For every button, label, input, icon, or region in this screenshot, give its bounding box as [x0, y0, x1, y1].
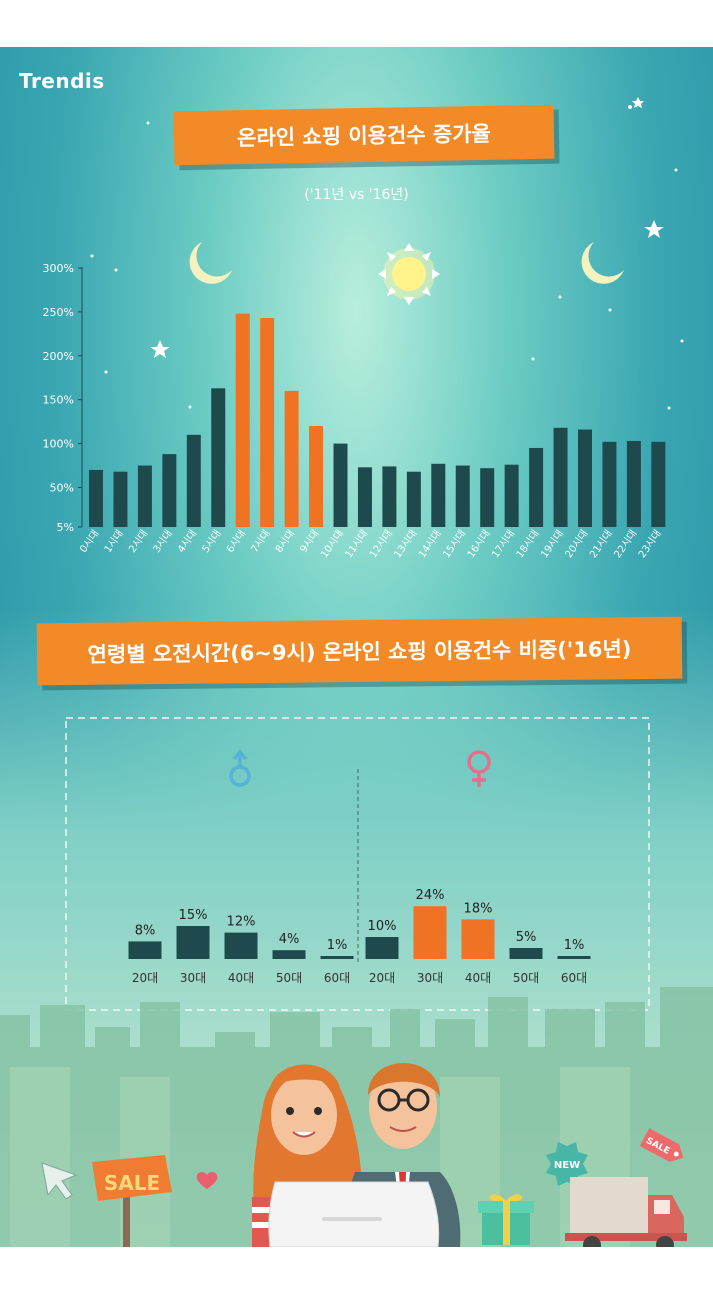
moon-left-icon — [189, 242, 232, 284]
hourly-bar — [211, 388, 226, 527]
hourly-bar — [480, 468, 495, 527]
bar-value-label: 15% — [179, 908, 208, 923]
age-category-label: 20대 — [132, 971, 158, 985]
hourly-bar — [455, 465, 470, 527]
age-category-label: 50대 — [513, 971, 539, 985]
hourly-growth-chart: 300%250%200%150%100%50%5% 0시대 1시대 2시대 3시대 4시… — [43, 262, 666, 560]
sky-decoration — [90, 97, 684, 410]
age-category-label: 30대 — [180, 971, 206, 985]
hourly-bar — [260, 318, 275, 527]
hourly-bar — [162, 454, 177, 527]
age-category-label: 30대 — [417, 971, 443, 985]
y-tick-label: 5% — [57, 521, 74, 534]
hourly-bar — [137, 465, 152, 527]
chart-subtitle: ('11년 vs '16년) — [304, 187, 409, 203]
heart-icon — [196, 1172, 218, 1189]
male-age-bars: 8% 20대 15% 30대 12% 40대 4% 50대 1% 60대 — [128, 908, 354, 985]
hourly-bar — [504, 464, 519, 527]
hourly-bar — [89, 469, 103, 527]
bar-value-label: 18% — [464, 901, 493, 916]
bar-value-label: 24% — [416, 888, 445, 903]
moon-right-icon — [581, 242, 624, 284]
infographic-poster: Trendis 온라인 쇼핑 이용건수 증가율 ('11년 — [0, 47, 713, 1247]
hourly-bar — [113, 471, 128, 527]
y-tick-label: 300% — [43, 262, 74, 275]
age-bar — [365, 937, 399, 959]
hourly-bar — [578, 429, 592, 527]
stars — [90, 97, 684, 410]
y-tick-label: 150% — [43, 394, 74, 407]
brand-logo: Trendis — [19, 69, 105, 93]
hourly-bar — [553, 427, 568, 527]
hourly-bar — [626, 440, 641, 527]
svg-text:SALE: SALE — [104, 1171, 160, 1195]
age-bar — [224, 932, 258, 959]
female-age-bars: 10% 20대 24% 30대 18% 40대 5% 50대 1% 60대 — [365, 888, 591, 985]
hourly-bar — [651, 441, 666, 527]
hourly-bar — [602, 441, 617, 527]
male-symbol-icon — [229, 749, 251, 787]
age-bar — [176, 926, 210, 959]
y-tick-label: 100% — [43, 438, 74, 451]
age-bar — [128, 941, 162, 959]
hourly-bar — [357, 467, 372, 527]
svg-text:NEW: NEW — [554, 1160, 580, 1171]
bar-value-label: 4% — [279, 932, 300, 947]
hourly-bar — [284, 390, 299, 527]
hourly-bar — [235, 313, 250, 527]
hourly-bar — [333, 443, 348, 527]
hourly-bars — [89, 313, 666, 527]
y-tick-label: 50% — [50, 481, 74, 494]
new-badge: NEW — [546, 1142, 588, 1186]
sun-icon — [378, 243, 440, 305]
y-axis-ticks: 300% 250% 200% 150% 100% 50% 5% — [43, 262, 82, 534]
bar-value-label: 10% — [368, 919, 397, 934]
y-tick-label: 200% — [43, 350, 74, 363]
age-bar — [413, 906, 447, 959]
computer-monitor — [268, 1181, 440, 1247]
age-bar — [320, 956, 354, 959]
sale-sign: SALE — [92, 1155, 172, 1247]
city-illustration: SALE — [0, 987, 713, 1247]
hourly-bar — [406, 471, 421, 527]
gift-box-icon — [478, 1194, 534, 1245]
age-category-label: 40대 — [228, 971, 254, 985]
cursor-icon — [41, 1162, 78, 1200]
age-bar — [461, 919, 495, 959]
bar-value-label: 12% — [227, 915, 256, 930]
age-category-label: 60대 — [561, 971, 587, 985]
age-share-chart: 8% 20대 15% 30대 12% 40대 4% 50대 1% 60대 10% 20대 24% 30대… — [65, 717, 650, 1011]
hourly-bar — [431, 463, 446, 527]
hourly-bar — [529, 447, 544, 527]
bar-value-label: 1% — [564, 938, 585, 953]
age-bar — [557, 956, 591, 959]
bar-value-label: 1% — [327, 938, 348, 953]
hourly-bar — [382, 466, 397, 527]
female-symbol-icon — [467, 750, 491, 787]
y-tick-label: 250% — [43, 306, 74, 319]
age-category-label: 40대 — [465, 971, 491, 985]
hourly-bar — [309, 426, 324, 527]
age-category-label: 60대 — [324, 971, 350, 985]
delivery-truck — [565, 1177, 687, 1247]
sale-tag: SALE — [639, 1128, 684, 1162]
age-category-label: 20대 — [369, 971, 395, 985]
age-category-label: 50대 — [276, 971, 302, 985]
hourly-bar — [186, 434, 201, 527]
bar-value-label: 5% — [516, 930, 537, 945]
age-bar — [272, 950, 306, 959]
bar-value-label: 8% — [135, 923, 156, 938]
age-bar — [509, 948, 543, 959]
dashed-panel — [65, 717, 650, 1011]
